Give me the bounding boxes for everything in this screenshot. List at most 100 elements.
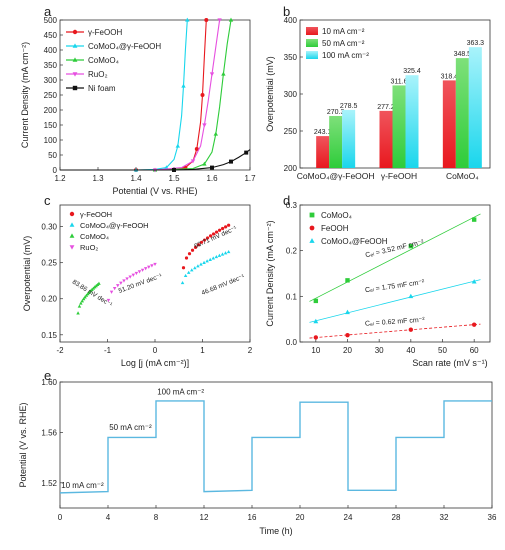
legend-marker-a	[72, 43, 78, 48]
data-point-a	[228, 17, 234, 22]
x-tick-label-e: 24	[344, 513, 353, 522]
series-line-a	[60, 149, 251, 171]
data-point-c	[180, 280, 185, 285]
data-point-a	[202, 123, 207, 128]
potential-trace-e	[59, 400, 492, 494]
y-axis-label-d: Current Density (mA cm⁻²)	[265, 220, 275, 326]
data-point-c	[143, 267, 148, 271]
data-point-c	[227, 223, 231, 227]
legend-swatch-b	[306, 27, 318, 35]
legend-marker-a	[72, 57, 78, 62]
data-point-c	[106, 298, 111, 303]
bar-b	[405, 75, 419, 168]
legend-marker-a	[72, 72, 78, 77]
data-point-c	[199, 240, 204, 244]
data-point-d	[345, 332, 350, 338]
y-tick-label-b: 300	[284, 90, 298, 99]
legend-marker-a	[72, 29, 78, 35]
data-point-c	[184, 256, 189, 260]
data-point-c	[109, 290, 114, 294]
data-point-a	[185, 17, 190, 22]
x-tick-label-e: 12	[200, 513, 209, 522]
y-axis-label-c: Overpotential (mV)	[22, 236, 32, 312]
bar-value-label-b: 311.6	[391, 78, 408, 85]
legend-marker-c	[69, 233, 75, 238]
data-point-c	[122, 279, 126, 283]
slope-annotation-c: 46.68 mV dec⁻¹	[201, 273, 247, 297]
x-tick-label-a: 1.4	[130, 174, 142, 183]
data-point-c	[196, 264, 200, 268]
y-tick-label-e: 1.56	[41, 428, 57, 437]
data-point-c	[226, 249, 231, 254]
legend-swatch-b	[306, 39, 318, 47]
data-point-d	[471, 217, 477, 222]
slope-annotation-c: 60.71 mV dec⁻¹	[193, 225, 238, 250]
legend-marker-c	[69, 222, 75, 227]
data-point-a	[172, 168, 176, 172]
y-tick-label-a: 200	[44, 106, 58, 115]
y-tick-label-c: 0.30	[41, 223, 57, 232]
data-point-c	[186, 270, 191, 274]
y-tick-label-a: 250	[44, 91, 58, 100]
y-tick-label-b: 400	[284, 16, 298, 25]
data-point-a	[221, 71, 226, 76]
y-tick-label-a: 0	[53, 166, 58, 175]
data-point-c	[183, 273, 188, 278]
legend-marker-d	[309, 212, 315, 218]
data-point-c	[131, 273, 136, 277]
data-point-c	[211, 256, 216, 260]
data-point-c	[187, 252, 192, 256]
x-tick-label-a: 1.7	[244, 174, 256, 183]
bar-b	[392, 85, 406, 168]
x-tick-label-d: 30	[375, 346, 384, 355]
data-point-c	[208, 257, 212, 261]
data-point-c	[125, 277, 129, 281]
bar-value-label-b: 270.3	[327, 109, 345, 116]
data-point-c	[224, 225, 228, 229]
legend-label-b: 100 mA cm⁻²	[322, 51, 369, 60]
x-tick-label-e: 8	[154, 513, 159, 522]
data-point-c	[134, 271, 139, 276]
data-point-d	[313, 298, 319, 304]
data-point-c	[214, 230, 219, 234]
x-tick-label-a: 1.5	[168, 174, 180, 183]
data-point-c	[193, 245, 198, 249]
y-tick-label-a: 400	[44, 46, 58, 55]
data-point-c	[223, 251, 228, 255]
y-tick-label-d: 0.3	[286, 201, 298, 210]
x-tick-label-e: 0	[58, 513, 63, 522]
data-point-c	[190, 248, 195, 252]
data-point-a	[202, 161, 207, 166]
data-point-d	[471, 322, 477, 327]
legend-marker-c	[69, 211, 75, 217]
data-point-c	[208, 234, 213, 238]
bar-value-label-b: 348.5	[454, 51, 472, 58]
y-tick-label-c: 0.15	[41, 331, 57, 340]
data-point-c	[214, 254, 219, 259]
legend-label-a: CoMoO₄	[88, 56, 119, 65]
data-point-c	[153, 262, 157, 267]
y-tick-label-c: 0.20	[41, 295, 57, 304]
step-annotation-e: 10 mA cm⁻²	[61, 481, 104, 490]
fit-line-d	[309, 323, 481, 339]
data-point-c	[150, 264, 154, 268]
data-point-c	[77, 304, 82, 308]
y-tick-label-d: 0.1	[286, 292, 298, 301]
data-point-d	[345, 309, 350, 315]
data-point-a	[217, 18, 222, 23]
x-axis-label-a: Potential (V vs. RHE)	[112, 186, 197, 196]
data-point-a	[200, 93, 205, 97]
data-point-c	[218, 228, 222, 232]
bar-value-label-b: 318.4	[441, 73, 459, 80]
bar-b	[468, 47, 482, 168]
data-point-c	[220, 252, 225, 256]
legend-label-a: Ni foam	[88, 84, 116, 93]
legend-label-a: CoMoO₄@γ-FeOOH	[88, 42, 161, 51]
data-point-d	[313, 318, 319, 324]
x-axis-label-e: Time (h)	[259, 526, 292, 536]
y-tick-label-a: 500	[44, 16, 58, 25]
capacitance-annotation-d: Cₑₗ = 1.75 mF cm⁻²	[365, 279, 426, 294]
data-point-c	[79, 301, 83, 305]
data-point-c	[202, 260, 206, 264]
